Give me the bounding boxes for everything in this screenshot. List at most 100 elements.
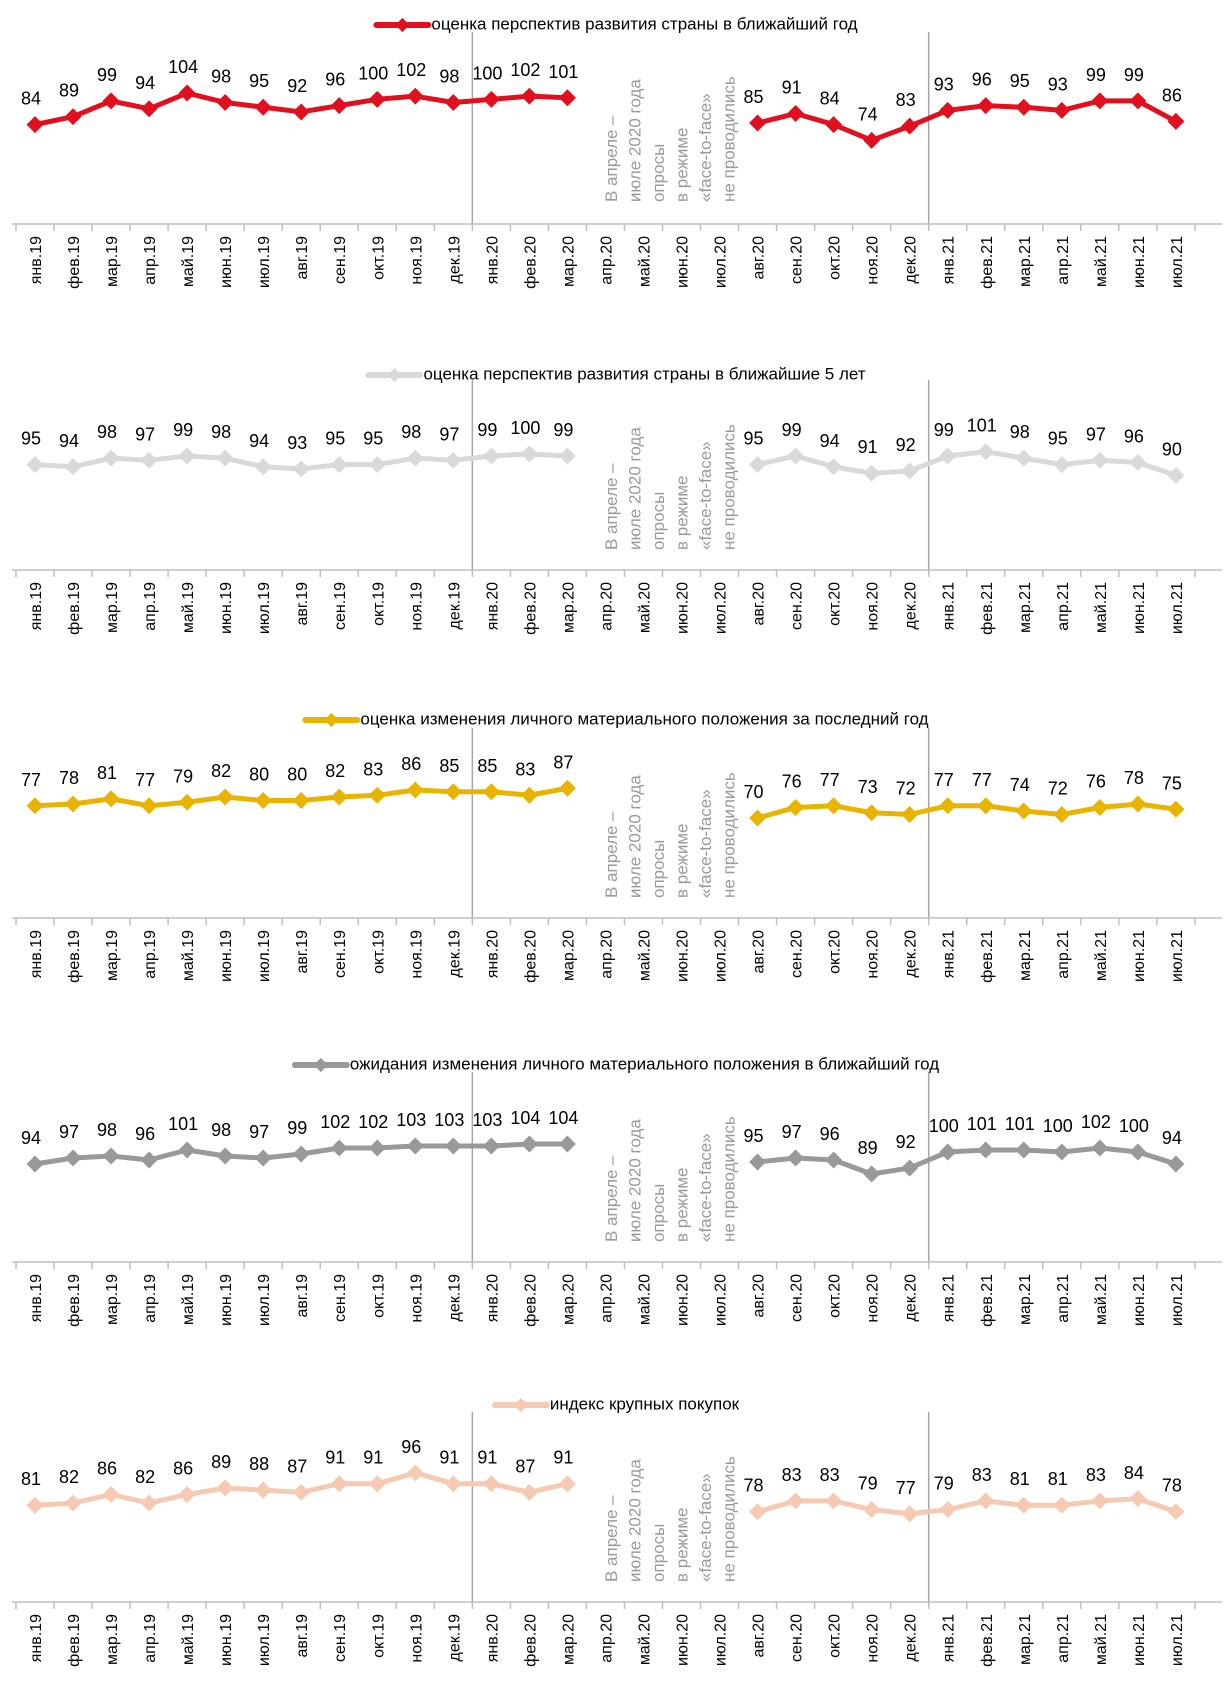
legend-marker — [395, 17, 410, 33]
x-tick-label: авг.20 — [751, 930, 768, 974]
gap-note-line: «face-to-face» — [696, 1133, 715, 1242]
gap-note-line: июле 2020 года — [626, 1119, 645, 1242]
x-tick-label: май.21 — [1093, 1274, 1110, 1325]
data-point — [406, 1464, 424, 1482]
x-tick-label: мар.19 — [104, 236, 121, 287]
data-point — [254, 1149, 272, 1167]
data-label: 83 — [1086, 1465, 1106, 1485]
data-point — [825, 1492, 843, 1510]
data-label: 99 — [1086, 65, 1106, 85]
data-point — [178, 793, 196, 811]
series-line-segment-2 — [755, 1145, 1179, 1177]
data-point — [102, 1147, 120, 1165]
data-label: 95 — [249, 71, 269, 91]
data-label: 94 — [135, 73, 155, 93]
data-point — [482, 447, 500, 465]
data-point — [901, 1505, 919, 1523]
data-label: 93 — [287, 433, 307, 453]
gap-note-line: «face-to-face» — [696, 789, 715, 898]
x-tick-label: апр.21 — [1055, 236, 1072, 285]
data-point — [977, 97, 995, 115]
data-label: 102 — [320, 1112, 350, 1132]
gap-note-line: «face-to-face» — [696, 441, 715, 550]
data-point — [1129, 1143, 1147, 1161]
data-point — [406, 449, 424, 467]
data-point — [1129, 795, 1147, 813]
data-label: 94 — [1162, 1128, 1182, 1148]
data-point — [216, 449, 234, 467]
data-point — [444, 1475, 462, 1493]
data-point — [64, 795, 82, 813]
gap-note-line: В апреле – — [602, 115, 621, 202]
data-point — [140, 1494, 158, 1512]
data-label: 102 — [1081, 1112, 1111, 1132]
x-tick-label: янв.19 — [28, 236, 45, 284]
x-tick-label: авг.19 — [294, 236, 311, 280]
x-tick-label: фев.21 — [979, 1614, 996, 1667]
data-label: 86 — [97, 1458, 117, 1478]
x-tick-label: июл.19 — [256, 236, 273, 288]
data-label: 102 — [396, 60, 426, 80]
gap-note-line: в режиме — [673, 1508, 692, 1582]
x-tick-label: янв.19 — [28, 582, 45, 630]
x-tick-label: май.20 — [636, 930, 653, 981]
data-point — [825, 1151, 843, 1169]
gap-note-line: опросы — [649, 1524, 668, 1582]
x-tick-label: авг.19 — [294, 930, 311, 974]
x-tick-label: апр.20 — [598, 930, 615, 979]
data-label: 78 — [1124, 768, 1144, 788]
x-tick-label: июл.20 — [713, 1614, 730, 1666]
data-point — [368, 786, 386, 804]
data-label: 101 — [967, 1114, 997, 1134]
data-label: 98 — [211, 66, 231, 86]
x-tick-label: янв.20 — [484, 1614, 501, 1662]
data-point — [787, 799, 805, 816]
gap-note-line: «face-to-face» — [696, 1473, 715, 1582]
data-point — [863, 464, 881, 482]
data-point — [1091, 1139, 1109, 1157]
data-point — [330, 456, 348, 474]
data-label: 85 — [477, 756, 497, 776]
data-point — [292, 1145, 310, 1163]
x-tick-label: мар.20 — [560, 582, 577, 633]
data-point — [749, 1503, 767, 1521]
x-tick-label: сен.20 — [789, 1614, 806, 1662]
data-label: 80 — [287, 765, 307, 785]
data-point — [749, 456, 767, 474]
x-tick-label: авг.20 — [751, 1614, 768, 1658]
x-tick-label: фев.21 — [979, 930, 996, 983]
data-point — [520, 1483, 538, 1501]
x-tick-label: авг.19 — [294, 1274, 311, 1318]
x-tick-label: июл.19 — [256, 1274, 273, 1326]
x-tick-label: июл.21 — [1169, 582, 1186, 634]
gap-note-line: опросы — [649, 492, 668, 550]
x-tick-label: сен.19 — [332, 1274, 349, 1322]
x-tick-label: май.19 — [180, 1274, 197, 1325]
x-tick-label: апр.21 — [1055, 930, 1072, 979]
x-tick-label: май.19 — [180, 236, 197, 287]
data-point — [825, 458, 843, 476]
data-point — [1015, 449, 1033, 467]
data-label: 92 — [287, 76, 307, 96]
x-tick-label: мар.19 — [104, 1274, 121, 1325]
x-tick-label: июн.21 — [1131, 930, 1148, 982]
x-tick-label: фев.21 — [979, 582, 996, 635]
data-label: 77 — [934, 770, 954, 790]
x-tick-label: сен.20 — [789, 582, 806, 630]
x-tick-label: май.20 — [636, 1274, 653, 1325]
data-point — [140, 797, 158, 815]
legend-marker — [324, 712, 339, 728]
data-label: 103 — [434, 1110, 464, 1130]
x-tick-label: дек.20 — [903, 582, 920, 630]
x-tick-label: фев.19 — [66, 1614, 83, 1667]
data-point — [64, 1494, 82, 1512]
gap-note-line: В апреле – — [602, 1495, 621, 1582]
x-tick-label: сен.19 — [332, 236, 349, 284]
data-label: 94 — [820, 431, 840, 451]
data-label: 101 — [967, 416, 997, 436]
x-tick-label: май.21 — [1093, 582, 1110, 633]
x-tick-label: июл.20 — [713, 236, 730, 288]
data-label: 95 — [1048, 429, 1068, 449]
data-label: 77 — [972, 770, 992, 790]
data-label: 85 — [439, 756, 459, 776]
